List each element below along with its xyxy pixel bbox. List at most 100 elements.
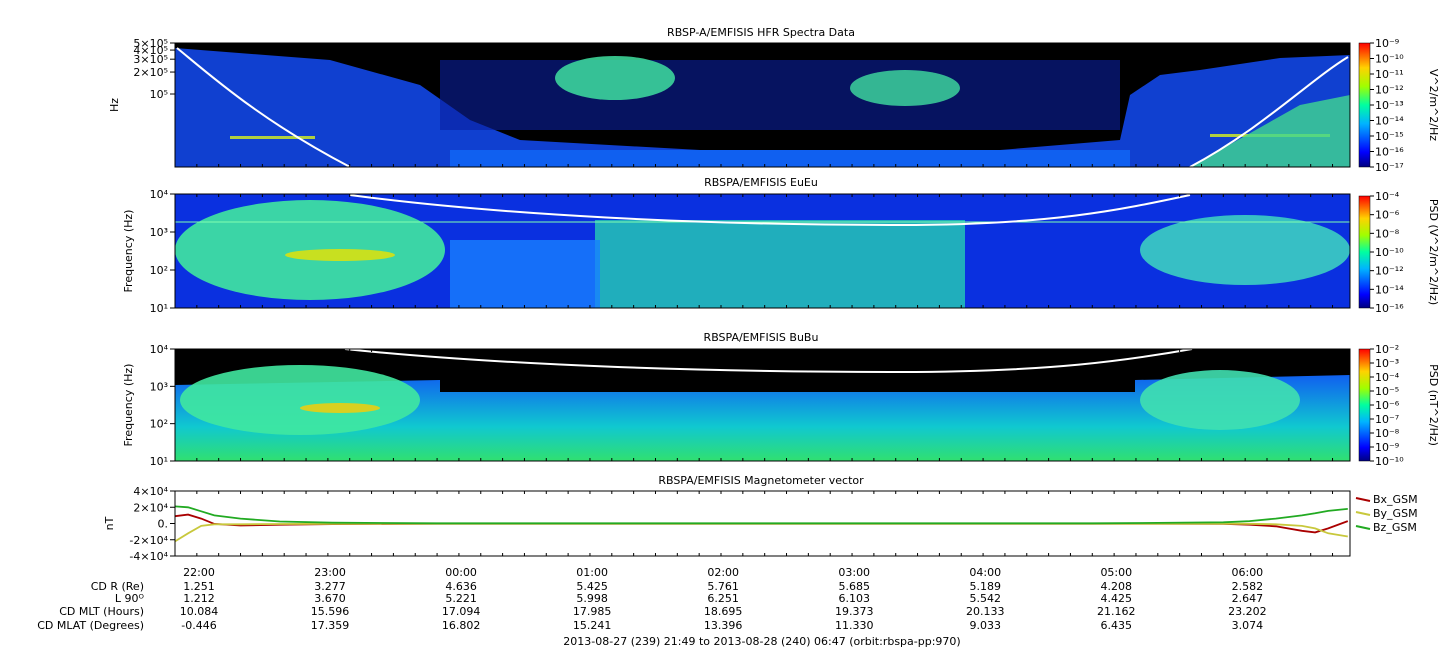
hfr-right-green: [1190, 95, 1350, 167]
y-tick-label: 10¹: [150, 455, 168, 468]
x-tick-label: 22:00: [183, 566, 215, 579]
eueu-chorus-blob-2: [1140, 215, 1350, 285]
colorbar-tick-label: 10⁻⁶: [1375, 399, 1400, 412]
ephemeris-value: 1.212: [183, 592, 215, 605]
ephemeris-table: CD R (Re) 1.251 3.277 4.636 5.425 5.761 5.685 5…: [37, 580, 1266, 632]
ephemeris-value: 13.396: [704, 619, 743, 632]
bubu-chorus-blob-2: [1140, 370, 1300, 430]
eueu-hiss-band: [595, 220, 965, 308]
colorbar-tick-label: 10⁻¹⁶: [1375, 302, 1404, 315]
colorbar-tick-label: 10⁻¹³: [1375, 99, 1404, 112]
eueu-plasma-line: [349, 194, 1191, 227]
ephemeris-value: 6.103: [838, 592, 870, 605]
colorbar-tick-label: 10⁻⁸: [1375, 427, 1400, 440]
ephemeris-value: 21.162: [1097, 605, 1136, 618]
ephemeris-value: 17.985: [573, 605, 612, 618]
colorbar-tick-label: 10⁻¹²: [1375, 84, 1404, 97]
ephemeris-value: 15.241: [573, 619, 612, 632]
ephemeris-value: 17.094: [442, 605, 481, 618]
ephemeris-value: 5.221: [445, 592, 477, 605]
ephemeris-value: 5.542: [970, 592, 1002, 605]
y-tick-label: 10⁴: [150, 343, 169, 356]
ephemeris-row-label: CD MLAT (Degrees): [37, 619, 144, 632]
colorbar-tick-label: 10⁻⁸: [1375, 227, 1400, 240]
ephemeris-value: 10.084: [180, 605, 219, 618]
ephemeris-value: 19.373: [835, 605, 874, 618]
eueu-title: RBSPA/EMFISIS EuEu: [704, 176, 818, 189]
x-tick-label: 05:00: [1100, 566, 1132, 579]
colorbar-tick-label: 10⁻⁹: [1375, 37, 1399, 50]
legend-label: By_GSM: [1373, 507, 1418, 520]
ephemeris-value: 6.435: [1101, 619, 1133, 632]
series-line-bz_gsm: [174, 505, 1348, 525]
legend-swatch: [1355, 525, 1371, 530]
colorbar-tick-label: 10⁻³: [1375, 357, 1399, 370]
ephemeris-value: 3.074: [1232, 619, 1264, 632]
y-tick-label: 2×10⁴: [133, 501, 168, 514]
ephemeris-row-label: L 90ᴼ: [115, 592, 145, 605]
ephemeris-value: 4.208: [1101, 580, 1133, 593]
panel-frame: [174, 348, 1351, 462]
ephemeris-value: 5.685: [838, 580, 870, 593]
y-tick-label: 4×10⁴: [133, 485, 168, 498]
y-tick-label: 10⁵: [150, 88, 168, 101]
ephemeris-value: 5.998: [576, 592, 608, 605]
bubu-plasma-line: [344, 348, 1193, 374]
colorbar-label: PSD (nT^2/Hz): [1427, 364, 1440, 446]
ephemeris-value: 15.596: [311, 605, 350, 618]
legend-swatch: [1355, 497, 1371, 502]
y-tick-label: 0.: [158, 518, 169, 531]
ephemeris-row-label: CD R (Re): [91, 580, 144, 593]
y-axis-label: nT: [103, 516, 116, 530]
y-tick-label: 2×10⁵: [133, 66, 168, 79]
mag-panel: RBSPA/EMFISIS Magnetometer vector Bx_GSM…: [174, 474, 1418, 557]
x-tick-label: 01:00: [576, 566, 608, 579]
colorbar-tick-label: 10⁻⁴: [1375, 371, 1400, 384]
colorbar: [1358, 195, 1371, 309]
y-axis-label: Frequency (Hz): [122, 364, 135, 447]
ephemeris-value: 5.189: [970, 580, 1002, 593]
hfr-yellow-line: [230, 136, 315, 139]
time-range-footer: 2013-08-27 (239) 21:49 to 2013-08-28 (24…: [563, 635, 960, 648]
x-tick-label: 04:00: [969, 566, 1001, 579]
y-tick-label: 10²: [150, 418, 168, 431]
ephemeris-row-label: CD MLT (Hours): [59, 605, 144, 618]
ephemeris-value: 20.133: [966, 605, 1005, 618]
y-tick-label: 10²: [150, 264, 168, 277]
hfr-plasma-line: [176, 47, 1349, 168]
y-tick-label: 10³: [150, 226, 168, 239]
colorbar-tick-label: 10⁻¹⁰: [1375, 246, 1404, 259]
colorbar-tick-label: 10⁻¹¹: [1375, 68, 1404, 81]
ephemeris-value: 16.802: [442, 619, 481, 632]
legend-label: Bx_GSM: [1373, 493, 1418, 506]
colorbar-tick-label: 10⁻¹⁰: [1375, 455, 1404, 468]
ephemeris-value: 6.251: [707, 592, 739, 605]
colorbar-label: V^2/m^2/Hz: [1427, 69, 1440, 141]
y-tick-label: 10³: [150, 380, 168, 393]
colorbar-tick-label: 10⁻¹⁴: [1375, 115, 1404, 128]
ephemeris-value: 5.425: [576, 580, 608, 593]
legend-label: Bz_GSM: [1373, 521, 1417, 534]
x-tick-label: 06:00: [1231, 566, 1263, 579]
colorbar-tick-label: 10⁻¹⁵: [1375, 130, 1404, 143]
bubu-chorus-core-1: [300, 403, 380, 413]
ephemeris-value: 11.330: [835, 619, 874, 632]
eueu-chorus-core-1: [285, 249, 395, 261]
y-axis-label: Hz: [108, 98, 121, 112]
hfr-green-patch-1: [555, 56, 675, 100]
colorbar-tick-label: 10⁻¹⁶: [1375, 146, 1404, 159]
y-tick-label: 4×10⁵: [133, 44, 168, 57]
eueu-noise-band: [450, 240, 600, 308]
bubu-panel: RBSPA/EMFISIS BuBu: [175, 331, 1350, 461]
legend-swatch: [1355, 511, 1371, 516]
ephemeris-value: 4.636: [445, 580, 477, 593]
eueu-panel: RBSPA/EMFISIS EuEu: [175, 176, 1350, 308]
hfr-spectrum-fill: [175, 48, 1350, 167]
colorbar-tick-label: 10⁻²: [1375, 343, 1399, 356]
x-tick-label: 03:00: [838, 566, 870, 579]
colorbar-tick-label: 10⁻⁶: [1375, 209, 1400, 222]
colorbar-label: PSD (V^2/m^2/Hz): [1427, 199, 1440, 305]
colorbar-tick-label: 10⁻⁴: [1375, 190, 1400, 203]
colorbar-tick-label: 10⁻¹⁴: [1375, 283, 1404, 296]
